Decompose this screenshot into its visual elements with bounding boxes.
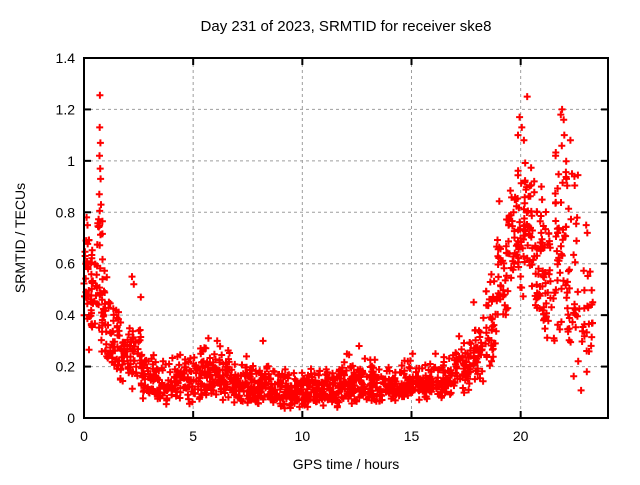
y-tick-label: 0.8 <box>56 204 76 220</box>
y-axis-label: SRMTID / TECUs <box>12 183 28 293</box>
y-tick-label: 0.2 <box>56 359 76 375</box>
x-tick-label: 10 <box>295 428 311 444</box>
plot-border <box>83 57 609 419</box>
x-tick-label: 0 <box>80 428 88 444</box>
y-tick-label: 1.4 <box>56 50 76 66</box>
y-tick-label: 1 <box>67 153 75 169</box>
tick-labels: 0 5 10 15 20 0 0.2 0.4 0.6 0.8 1 1.2 1.4 <box>56 50 529 444</box>
data-points-plus-markers <box>80 91 597 412</box>
x-tick-label: 15 <box>404 428 420 444</box>
x-axis-label: GPS time / hours <box>293 456 400 472</box>
y-tick-label: 0 <box>67 410 75 426</box>
chart-title: Day 231 of 2023, SRMTID for receiver ske… <box>201 18 492 35</box>
scatter-series <box>80 91 597 412</box>
y-tick-label: 0.6 <box>56 256 76 272</box>
x-tick-label: 5 <box>189 428 197 444</box>
x-tick-label: 20 <box>513 428 529 444</box>
y-tick-label: 1.2 <box>56 101 76 117</box>
y-tick-label: 0.4 <box>56 307 76 323</box>
